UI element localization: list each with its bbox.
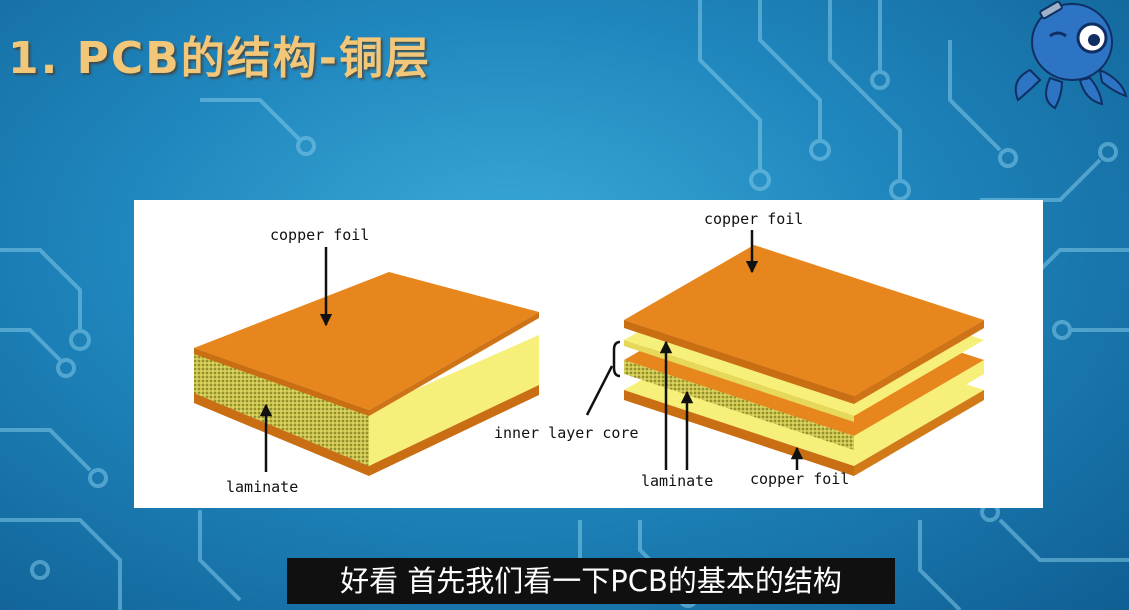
- left-laminate-label: laminate: [226, 478, 298, 496]
- top-copper-foil: [194, 272, 539, 410]
- slide-title: 1. PCB的结构-铜层: [8, 33, 431, 84]
- laminate-core-side: [369, 335, 539, 466]
- left-copper-foil-label: copper foil: [270, 226, 369, 244]
- right-copper-foil-bottom-label: copper foil: [750, 470, 849, 488]
- top-copper-edge: [194, 348, 369, 416]
- bottom-copper-edge: [194, 393, 369, 476]
- top-copper-foil-multilayer: [624, 245, 984, 396]
- laminate-bottom-side: [369, 385, 539, 476]
- multi-layer-board: [624, 245, 984, 476]
- octopus-mascot-icon: [1014, 0, 1128, 110]
- inner-layer-core-label: inner layer core: [494, 424, 639, 442]
- inner-layer-core-arrow: [585, 365, 614, 416]
- video-subtitle: 好看 首先我们看一下PCB的基本的结构: [287, 558, 895, 604]
- single-layer-board: [194, 272, 539, 476]
- inner-layer-core-bracket: [612, 340, 621, 378]
- right-laminate-label: laminate: [641, 472, 713, 490]
- laminate-core-front: [194, 348, 369, 466]
- pcb-structure-figure: copper foil laminate copper foil inne: [134, 200, 1043, 508]
- right-copper-foil-top-label: copper foil: [704, 210, 803, 228]
